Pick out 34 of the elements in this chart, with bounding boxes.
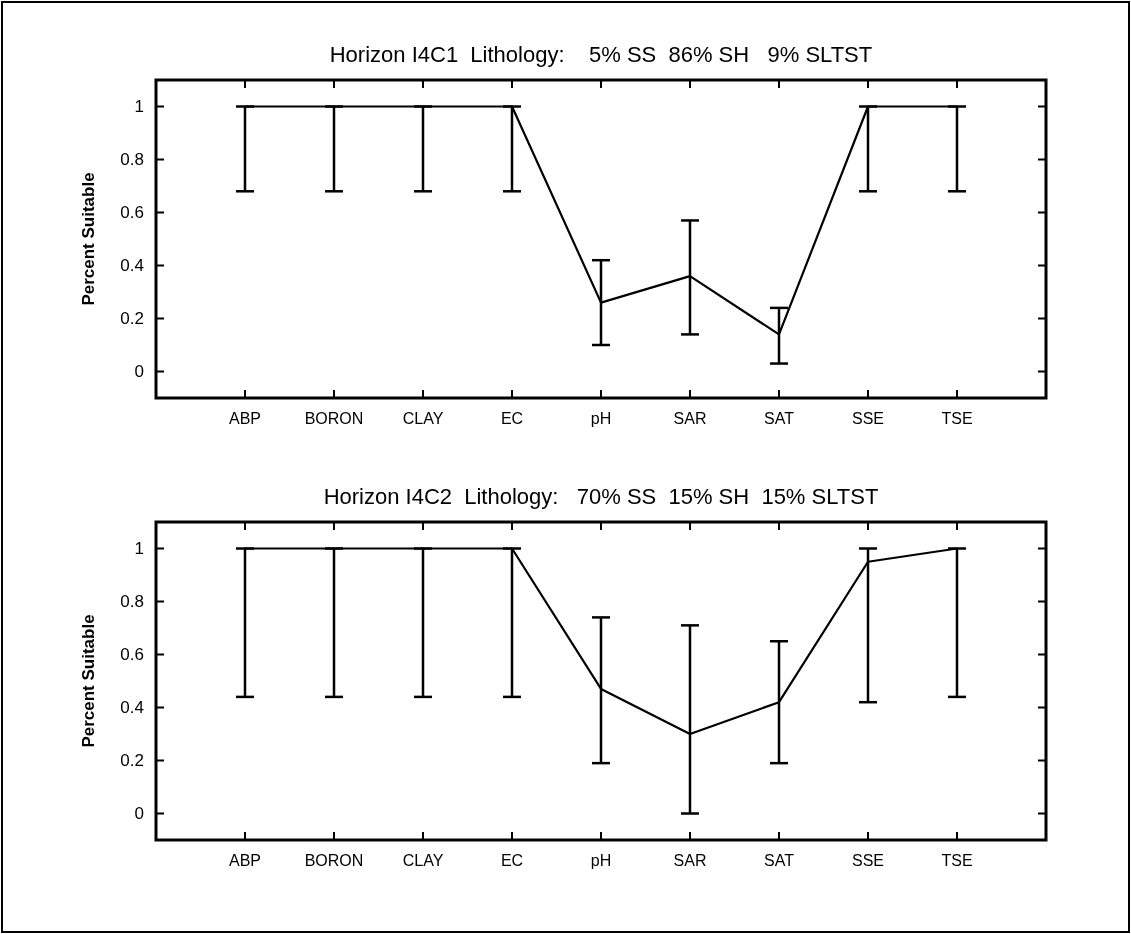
x-tick-label: CLAY	[402, 852, 444, 869]
chart-title: Horizon I4C2 Lithology: 70% SS 15% SH 15% SLTST	[323, 484, 879, 509]
x-tick-label: BORON	[304, 410, 364, 427]
y-tick-label: 0	[134, 362, 144, 382]
y-tick-label: 0.8	[120, 592, 144, 612]
y-tick-label: 0.2	[120, 751, 144, 771]
chart-title: Horizon I4C1 Lithology: 5% SS 86% SH 9% SLTST	[329, 42, 873, 67]
y-tick-label: 0	[134, 804, 144, 824]
x-tick-label: TSE	[941, 852, 973, 869]
x-tick-label: pH	[590, 852, 612, 869]
x-tick-label: BORON	[304, 852, 364, 869]
y-tick-label: 0.2	[120, 309, 144, 329]
x-tick-label: ABP	[228, 852, 262, 869]
x-tick-label: CLAY	[402, 410, 444, 427]
x-tick-label: TSE	[941, 410, 973, 427]
y-tick-label: 0.8	[120, 150, 144, 170]
y-tick-label: 1	[134, 97, 144, 117]
y-axis-title: Percent Suitable	[79, 614, 98, 748]
x-tick-label: SAT	[764, 410, 795, 427]
y-tick-label: 0.4	[120, 698, 144, 718]
y-tick-label: 1	[134, 539, 144, 559]
x-tick-label: SSE	[851, 410, 885, 427]
x-tick-label: SAT	[764, 852, 795, 869]
x-tick-label: SSE	[851, 852, 885, 869]
x-tick-label: ABP	[228, 410, 262, 427]
y-axis-title: Percent Suitable	[79, 172, 98, 306]
y-tick-label: 0.4	[120, 256, 144, 276]
x-tick-label: SAR	[673, 852, 707, 869]
y-tick-label: 0.6	[120, 203, 144, 223]
x-tick-label: EC	[500, 410, 524, 427]
x-tick-label: EC	[500, 852, 524, 869]
y-tick-label: 0.6	[120, 645, 144, 665]
x-tick-label: SAR	[673, 410, 707, 427]
x-tick-label: pH	[590, 410, 612, 427]
